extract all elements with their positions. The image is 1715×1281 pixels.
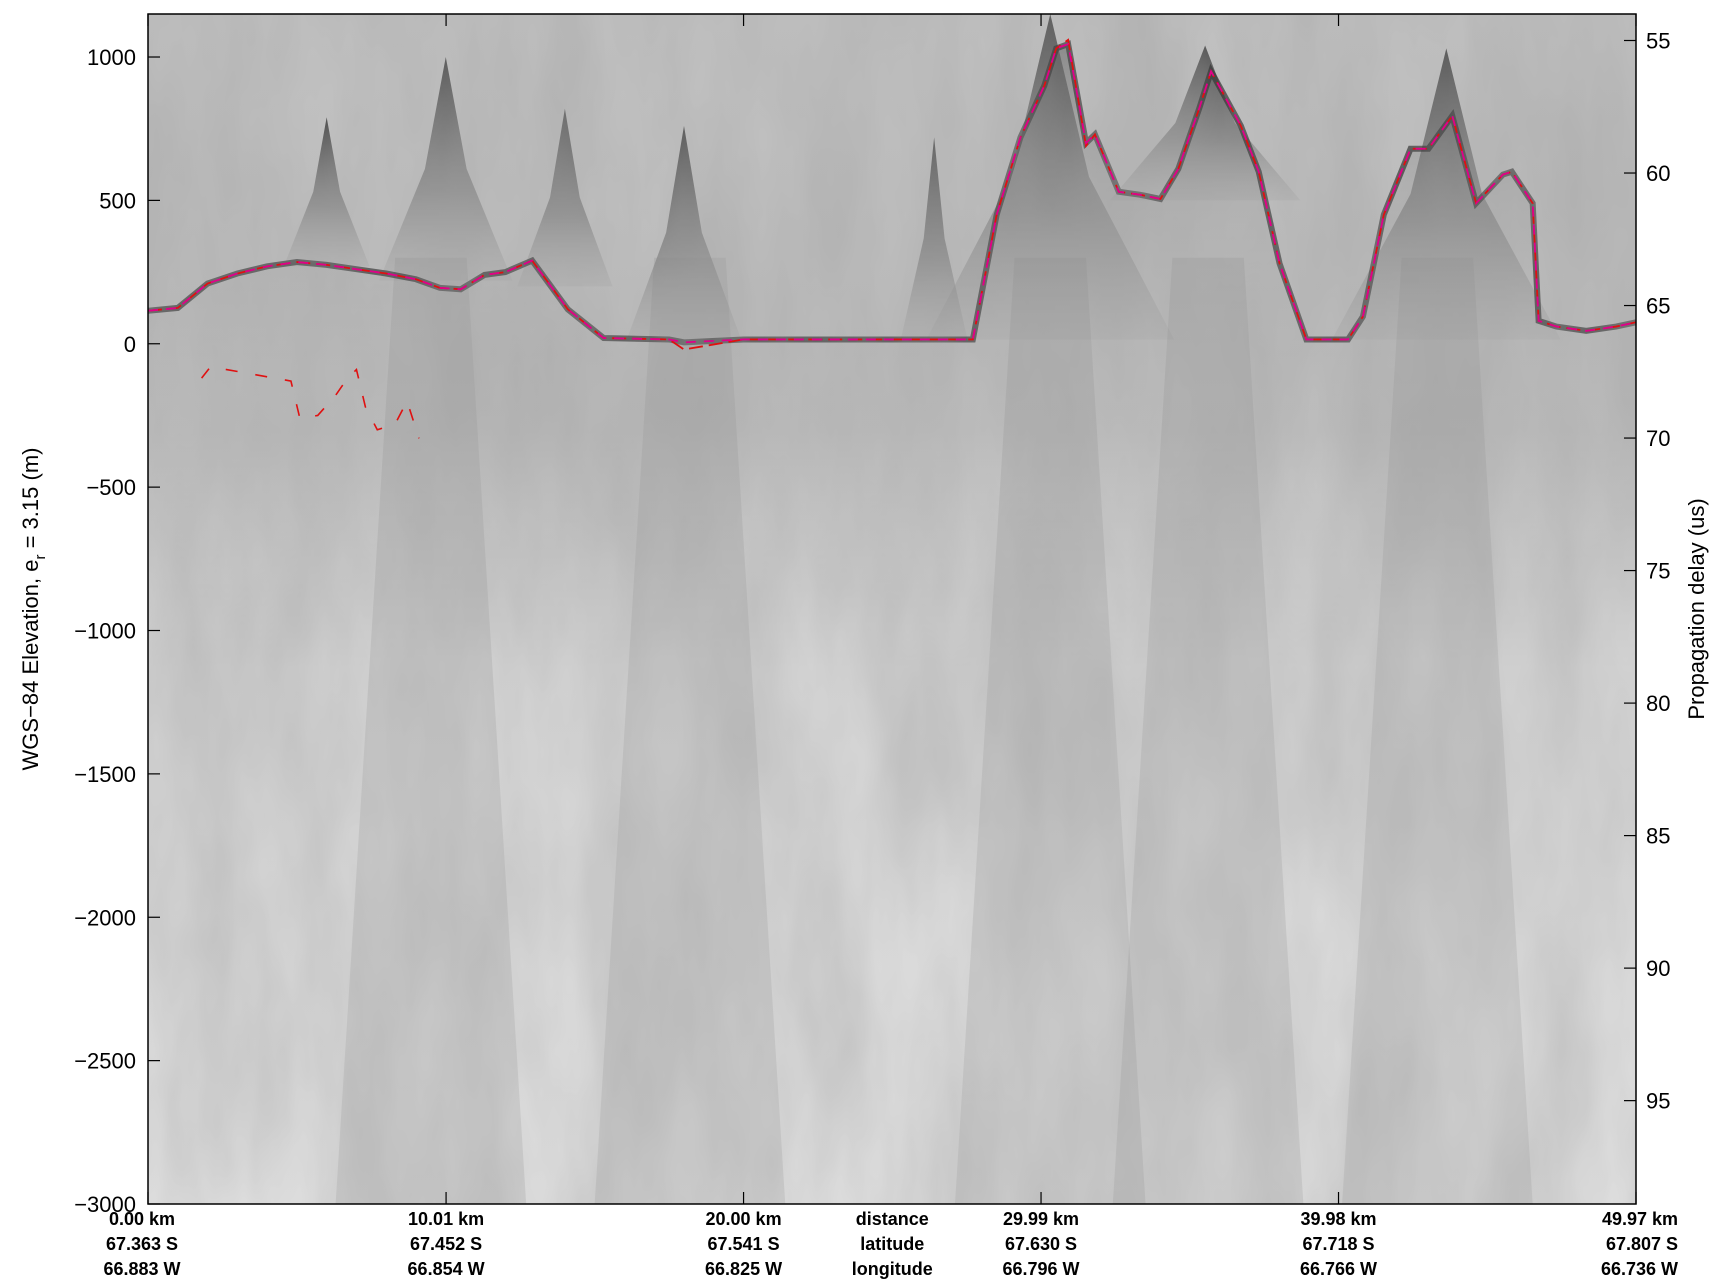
surface-pick-line <box>148 42 1636 344</box>
x-tick-distance: 29.99 km <box>1003 1209 1079 1229</box>
x-row-label-distance: distance <box>856 1209 929 1229</box>
y-axis-label: WGS−84 Elevation, er = 3.15 (m) <box>18 448 49 771</box>
x-tick-latitude: 67.630 S <box>1005 1234 1077 1254</box>
y-tick-label: −2500 <box>74 1049 136 1074</box>
x-tick-longitude: 66.766 W <box>1300 1259 1377 1279</box>
layer-picks <box>148 38 1636 439</box>
x-tick-longitude: 66.736 W <box>1601 1259 1678 1279</box>
x-tick-latitude: 67.541 S <box>708 1234 780 1254</box>
y2-tick-label: 95 <box>1646 1089 1670 1114</box>
y-tick-label: 500 <box>99 188 136 213</box>
y-tick-label: −1000 <box>74 619 136 644</box>
x-tick-longitude: 66.825 W <box>705 1259 782 1279</box>
y-tick-label: −1500 <box>74 762 136 787</box>
axes-ticks: 1000 500 0 −500 −1000 −1500 −2000 −2500 −3000 55 6… <box>74 14 1678 1279</box>
x-tick-longitude: 66.796 W <box>1003 1259 1080 1279</box>
y2-tick-label: 65 <box>1646 294 1670 319</box>
x-tick-latitude: 67.452 S <box>410 1234 482 1254</box>
y2-tick-label: 85 <box>1646 824 1670 849</box>
x-tick-distance: 20.00 km <box>706 1209 782 1229</box>
y2-axis-label: Propagation delay (us) <box>1684 498 1709 719</box>
x-row-label-latitude: latitude <box>860 1234 924 1254</box>
y2-tick-label: 70 <box>1646 426 1670 451</box>
y2-tick-label: 90 <box>1646 956 1670 981</box>
bed-pick-line <box>148 38 1636 351</box>
x-tick-distance: 10.01 km <box>408 1209 484 1229</box>
y2-tick-label: 55 <box>1646 29 1670 54</box>
internal-layer-pick <box>200 365 420 439</box>
x-tick-longitude: 66.883 W <box>103 1259 180 1279</box>
x-tick-latitude: 67.363 S <box>106 1234 178 1254</box>
plot-frame <box>147 13 1637 1205</box>
x-row-label-longitude: longitude <box>852 1259 933 1279</box>
echogram-image <box>148 14 1636 1204</box>
x-tick-longitude: 66.854 W <box>408 1259 485 1279</box>
echogram-texture <box>148 14 1636 1204</box>
y-tick-label: −500 <box>86 475 136 500</box>
x-tick-distance: 39.98 km <box>1300 1209 1376 1229</box>
x-tick-distance: 49.97 km <box>1602 1209 1678 1229</box>
y2-tick-label: 80 <box>1646 691 1670 716</box>
y-tick-label: 1000 <box>87 45 136 70</box>
x-tick-distance: 0.00 km <box>109 1209 175 1229</box>
y-tick-label: 0 <box>124 332 136 357</box>
y2-tick-label: 60 <box>1646 161 1670 186</box>
x-tick-latitude: 67.807 S <box>1606 1234 1678 1254</box>
y2-tick-label: 75 <box>1646 559 1670 584</box>
x-tick-latitude: 67.718 S <box>1302 1234 1374 1254</box>
y-tick-label: −3000 <box>74 1192 136 1217</box>
y-tick-label: −2000 <box>74 905 136 930</box>
